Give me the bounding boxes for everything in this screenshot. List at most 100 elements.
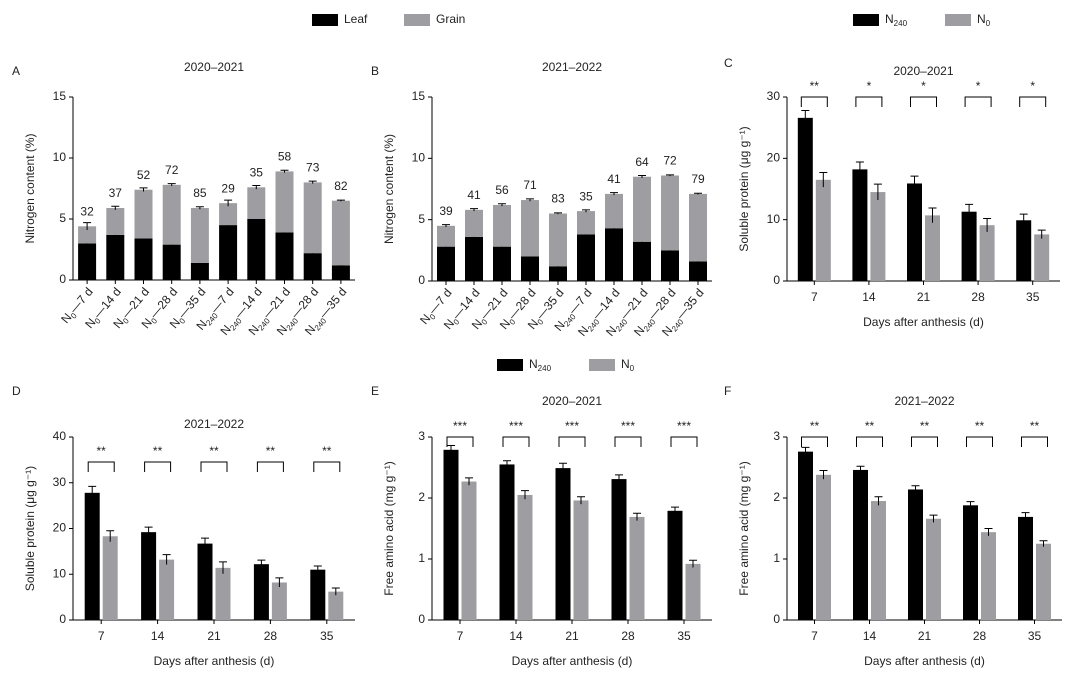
bar-segment [633,176,651,242]
bar-segment [78,226,97,244]
x-tick-label: 21 [565,629,579,643]
x-tick-label: 14 [862,290,876,304]
bar-segment [577,211,595,235]
significance-label: ** [920,419,930,433]
bar-label: 79 [691,172,705,186]
legend-swatch [589,359,615,371]
bar [815,179,831,281]
y-tick-label: 30 [53,475,67,489]
bar-segment [106,208,125,235]
bar-segment [493,204,511,247]
bar [499,464,515,620]
bar-label: 64 [635,155,649,169]
x-tick-label: 28 [973,629,987,643]
legend-label: N0 [977,12,991,28]
bar [517,494,533,620]
error-bar [336,199,345,202]
significance-label: *** [565,419,579,433]
y-tick-label: 10 [53,566,67,580]
bar [852,169,868,281]
bar-label: 35 [579,189,593,203]
significance-label: * [867,79,872,93]
significance-bracket [87,461,115,472]
significance-bracket [144,461,172,472]
significance-bracket [856,436,883,447]
bar-segment [303,182,322,254]
bar [310,569,326,620]
error-bar [470,208,478,212]
bar-segment [549,213,567,267]
bar-label: 85 [193,186,207,200]
x-axis-label: Days after anthesis (d) [863,315,984,329]
error-bar [965,203,974,220]
legend-label: N0 [621,357,635,373]
bar [1018,516,1033,620]
bar [159,559,175,620]
bar [197,543,213,620]
error-bar [873,183,882,201]
bar-label: 41 [607,172,621,186]
bar-segment [437,225,455,247]
error-bar [280,169,289,173]
error-bar [559,462,567,473]
error-bar [106,530,115,542]
bar [1034,234,1050,281]
x-tick-label: 35 [320,629,334,643]
y-tick-label: 0 [773,612,780,626]
bar-segment [661,175,679,251]
significance-label: *** [509,419,523,433]
error-bar [88,485,97,500]
bar [798,451,813,620]
y-tick-label: 0 [773,273,780,287]
x-tick-label: 28 [971,290,985,304]
legend-swatch [497,359,523,371]
error-bar [201,537,209,550]
bar [961,211,977,281]
panel-letter: C [724,56,733,70]
panel-letter: E [371,384,379,398]
bar [979,225,995,281]
significance-bracket [446,436,474,447]
bar-segment [437,246,455,281]
error-bar [224,199,233,207]
y-tick-label: 10 [767,212,781,226]
bar [963,505,978,620]
error-bar [139,187,148,192]
error-bar [1019,213,1028,227]
x-tick-label: 28 [621,629,635,643]
significance-bracket [966,436,993,447]
significance-label: * [976,79,981,93]
significance-label: ** [975,419,985,433]
significance-bracket [964,96,992,107]
legend-swatch [945,14,971,26]
error-bar [308,180,317,184]
bar-segment [605,228,623,281]
bar-segment [247,187,266,219]
significance-label: * [921,79,926,93]
significance-bracket [801,436,828,447]
significance-bracket [670,436,698,447]
bar [907,183,922,281]
bar-segment [275,171,294,233]
significance-label: ** [322,444,332,458]
error-bar [582,209,590,213]
y-tick-label: 0 [59,612,66,626]
y-tick-label: 30 [767,89,781,103]
bar-segment [78,243,97,280]
legend-label: N240 [529,357,552,373]
significance-label: ** [1030,419,1040,433]
bar-segment [162,184,181,245]
bar [461,481,477,620]
bar [215,567,231,620]
x-tick-label: 7 [457,629,464,643]
bar-segment [689,261,707,281]
x-tick-label: 35 [677,629,691,643]
y-axis-label: Nitrogen content (%) [382,134,396,244]
bar-segment [219,225,238,280]
legend-swatch [404,14,430,26]
bar-segment [331,265,350,280]
bar-label: 41 [467,188,481,202]
x-tick-label: 35 [1028,629,1042,643]
bar-segment [219,203,238,226]
